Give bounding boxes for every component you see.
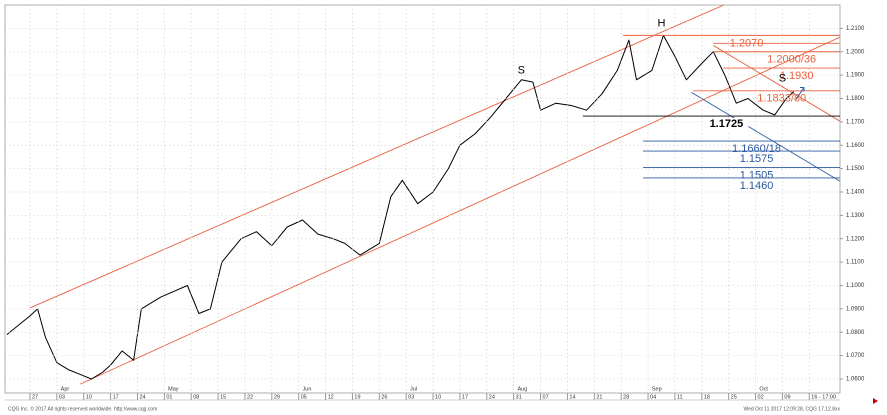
x-tick-label: 10 xyxy=(435,394,441,400)
y-tick-label: 1.2000 xyxy=(846,49,865,55)
month-label: Oct xyxy=(759,386,768,392)
level-label: 1.2000/36 xyxy=(767,54,816,66)
y-tick-label: 1.2100 xyxy=(846,26,865,32)
trendline xyxy=(80,36,840,385)
x-tick-label: 03 xyxy=(59,394,65,400)
x-tick-label: 24 xyxy=(139,394,145,400)
level-label: 1.1725 xyxy=(710,118,744,130)
x-tick-label: 05 xyxy=(301,394,307,400)
y-tick-label: 1.0700 xyxy=(846,353,865,359)
scroll-arrow[interactable] xyxy=(873,398,878,404)
x-tick-label: 07 xyxy=(543,394,549,400)
x-tick-label: 08 xyxy=(193,394,199,400)
x-tick-label: 02 xyxy=(758,394,764,400)
level-label: 1.1575 xyxy=(740,153,774,165)
y-tick-label: 1.1000 xyxy=(846,283,865,289)
projection-arrow xyxy=(795,86,805,100)
month-label: May xyxy=(168,386,179,392)
pattern-label: S xyxy=(779,73,786,85)
x-tick-label: 15 xyxy=(220,394,226,400)
level-label: 1.1460 xyxy=(740,180,774,192)
trendline xyxy=(691,92,840,182)
x-tick-label: 01 xyxy=(166,394,172,400)
y-tick-label: 1.1100 xyxy=(846,260,865,266)
y-tick-label: 1.1800 xyxy=(846,96,865,102)
x-tick-label: 14 xyxy=(569,394,575,400)
x-tick-label: 21 xyxy=(596,394,602,400)
x-tick-label: 16 - 17:00 xyxy=(811,394,836,400)
x-tick-label: 03 xyxy=(408,394,414,400)
y-tick-label: 1.1400 xyxy=(846,190,865,196)
x-tick-label: 19 xyxy=(354,394,360,400)
trendline xyxy=(29,5,724,309)
x-tick-label: 18 xyxy=(704,394,710,400)
month-label: Sep xyxy=(652,386,662,392)
x-tick-label: 10 xyxy=(86,394,92,400)
x-tick-label: 09 xyxy=(784,394,790,400)
x-tick-label: 26 xyxy=(381,394,387,400)
x-tick-label: 04 xyxy=(650,394,656,400)
level-label: 1.1660/18 xyxy=(732,143,781,155)
x-tick-label: 24 xyxy=(489,394,495,400)
x-tick-label: 28 xyxy=(623,394,629,400)
y-tick-label: 1.1600 xyxy=(846,143,865,149)
x-tick-label: 25 xyxy=(731,394,737,400)
month-label: Jul xyxy=(410,386,417,392)
x-tick-label: 17 xyxy=(462,394,468,400)
month-label: Jun xyxy=(303,386,312,392)
y-tick-label: 1.1300 xyxy=(846,213,865,219)
plot-frame xyxy=(4,4,841,394)
y-tick-label: 1.1900 xyxy=(846,73,865,79)
y-tick-label: 1.0900 xyxy=(846,306,865,312)
footer-left: CQG Inc. © 2017 All rights reserved worl… xyxy=(8,405,157,412)
footer-right: Wed Oct 11 2017 12:09:28, CQG 17.12.8xx xyxy=(743,406,840,412)
month-label: Aug xyxy=(518,386,528,392)
x-tick-label: 11 xyxy=(677,394,683,400)
pattern-label: H xyxy=(658,18,666,30)
trendline xyxy=(713,45,840,122)
x-tick-label: 12 xyxy=(328,394,334,400)
month-label: Apr xyxy=(61,386,70,392)
pattern-label: S xyxy=(518,64,525,76)
level-label-bg xyxy=(704,118,749,131)
x-tick-label: 31 xyxy=(516,394,522,400)
y-tick-label: 1.0600 xyxy=(846,377,865,383)
level-label: 1.1930 xyxy=(780,70,814,82)
x-tick-label: 17 xyxy=(113,394,119,400)
y-tick-label: 1.1500 xyxy=(846,166,865,172)
plot xyxy=(6,5,840,385)
y-tick-label: 1.1700 xyxy=(846,119,865,125)
x-tick-label: 22 xyxy=(247,394,253,400)
level-label: 1.1833/80 xyxy=(757,93,806,105)
y-tick-label: 1.1200 xyxy=(846,236,865,242)
x-tick-label: 27 xyxy=(32,394,38,400)
y-tick-label: 1.0800 xyxy=(846,330,865,336)
x-tick-label: 29 xyxy=(274,394,280,400)
